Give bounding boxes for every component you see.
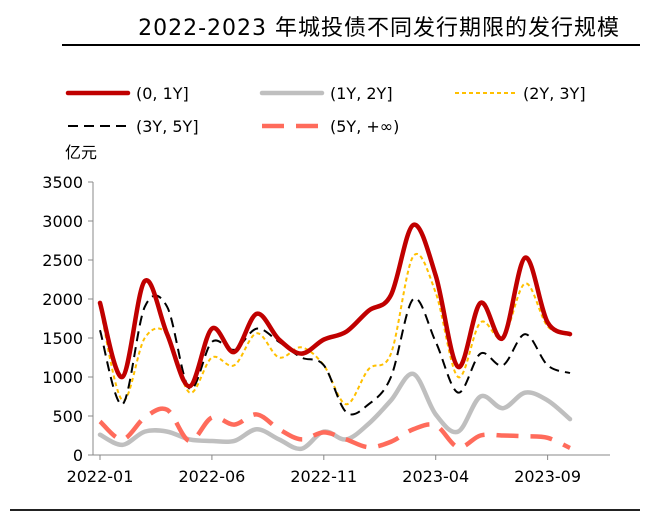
series-2 bbox=[99, 252, 571, 406]
series-line bbox=[97, 371, 573, 452]
legend-item: (1Y, 2Y] bbox=[259, 84, 393, 103]
legend-label: (3Y, 5Y] bbox=[136, 117, 199, 136]
legend: (0, 1Y] (1Y, 2Y] (2Y, 3Y] (3Y, 5Y] (5Y, +∞) bbox=[65, 84, 586, 136]
legend-label: (2Y, 3Y] bbox=[523, 84, 586, 103]
series-1 bbox=[97, 371, 573, 452]
chart-title: 2022-2023 年城投债不同发行期限的发行规模 bbox=[138, 16, 620, 41]
series-line bbox=[97, 222, 573, 389]
x-tick-label: 2023-09 bbox=[514, 467, 581, 486]
y-tick-label: 1000 bbox=[42, 368, 83, 387]
x-tick-label: 2022-01 bbox=[67, 467, 134, 486]
y-axis: 0 500 1000 1500 2000 2500 3000 3500 bbox=[42, 173, 94, 465]
legend-label: (5Y, +∞) bbox=[330, 117, 399, 136]
y-tick-label: 1500 bbox=[42, 329, 83, 348]
x-tick-label: 2022-11 bbox=[290, 467, 357, 486]
plot-area bbox=[97, 222, 573, 452]
x-tick-label: 2022-06 bbox=[178, 467, 245, 486]
y-tick-label: 2500 bbox=[42, 251, 83, 270]
x-axis: 2022-01 2022-06 2022-11 2023-04 2023-09 bbox=[67, 454, 610, 486]
title-underline bbox=[62, 44, 640, 46]
series-line bbox=[99, 252, 571, 406]
legend-label: (0, 1Y] bbox=[136, 84, 189, 103]
y-tick-label: 500 bbox=[52, 407, 83, 426]
series-4 bbox=[98, 406, 571, 451]
legend-item: (0, 1Y] bbox=[65, 84, 189, 103]
legend-item: (5Y, +∞) bbox=[262, 117, 399, 136]
y-tick-label: 3000 bbox=[42, 212, 83, 231]
series-line bbox=[98, 406, 571, 451]
y-tick-label: 2000 bbox=[42, 290, 83, 309]
y-tick-label: 0 bbox=[73, 446, 83, 465]
series-line bbox=[99, 294, 571, 416]
y-axis-label: 亿元 bbox=[65, 143, 97, 162]
legend-label: (1Y, 2Y] bbox=[330, 84, 393, 103]
series-3 bbox=[99, 294, 571, 416]
y-tick-label: 3500 bbox=[42, 173, 83, 192]
bottom-rule bbox=[10, 509, 640, 511]
legend-item: (2Y, 3Y] bbox=[455, 84, 586, 103]
legend-item: (3Y, 5Y] bbox=[68, 117, 199, 136]
x-tick-label: 2023-04 bbox=[402, 467, 469, 486]
series-0 bbox=[97, 222, 573, 389]
